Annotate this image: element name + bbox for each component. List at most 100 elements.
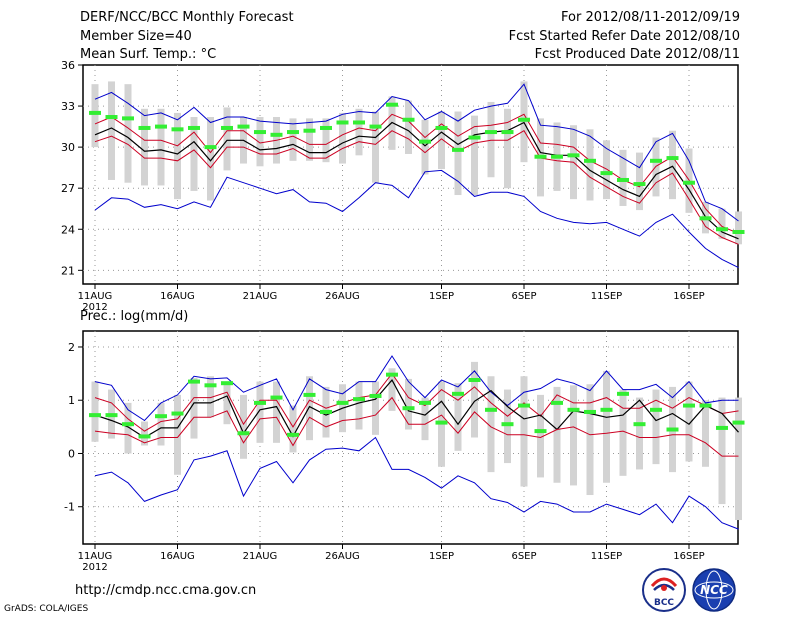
bcc-logo-icon: BCC	[642, 568, 686, 612]
website-url[interactable]: http://cmdp.ncc.cma.gov.cn	[75, 583, 257, 598]
plot-frame	[82, 64, 739, 285]
ensemble-range-bar	[471, 115, 478, 196]
chart-title: DERF/NCC/BCC Monthly Forecast	[80, 10, 294, 25]
series-line-min	[94, 436, 739, 530]
marker-point	[600, 407, 613, 412]
marker-point	[353, 397, 365, 402]
x-tick-label: 1SEP	[429, 551, 454, 562]
marker-point	[650, 407, 662, 412]
ensemble-range-bar	[652, 389, 660, 465]
x-tick-label: 26AUG	[325, 291, 360, 302]
marker-point	[600, 171, 613, 176]
ensemble-range-bar	[256, 381, 264, 443]
ensemble-range-bar	[190, 377, 198, 439]
y-tick-label: 33	[61, 100, 75, 113]
marker-point	[699, 403, 712, 408]
ensemble-range-bar	[487, 376, 495, 473]
y-tick-label: 1	[68, 394, 75, 407]
marker-point	[716, 227, 728, 232]
series-line-std-upper	[94, 113, 739, 234]
marker-point	[666, 156, 679, 161]
ensemble-range-bar	[108, 81, 115, 180]
precip-title: Prec.: log(mm/d)	[80, 309, 188, 324]
x-tick-label: 11AUG	[78, 291, 113, 302]
ensemble-range-bar	[273, 381, 280, 443]
ensemble-range-bar	[405, 378, 412, 430]
marker-point	[402, 117, 415, 122]
ensemble-range-bar	[190, 117, 198, 191]
ensemble-range-bar	[306, 118, 313, 161]
ensemble-range-bar	[454, 111, 462, 196]
x-tick-label: 11SEP	[591, 551, 622, 562]
bcc-logo-text: BCC	[654, 598, 674, 608]
ensemble-range-bar	[124, 402, 132, 454]
ensemble-range-bar	[685, 381, 693, 462]
x-tick-label: 6SEP	[511, 291, 536, 302]
ensemble-range-bar	[735, 397, 742, 521]
ensemble-range-bar	[157, 108, 165, 186]
ensemble-range-bar	[355, 108, 363, 156]
y-tick-label: 36	[61, 59, 75, 72]
marker-point	[155, 124, 167, 129]
ensemble-range-bar	[586, 129, 594, 201]
ensemble-range-bar	[504, 389, 511, 464]
ensemble-range-bar	[174, 394, 181, 475]
bcc-logo: BCC	[640, 568, 688, 612]
marker-point	[468, 135, 481, 140]
marker-point	[518, 403, 530, 408]
ensemble-range-bar	[388, 368, 396, 411]
ensemble-range-bar	[487, 101, 495, 178]
ensemble-range-bar	[553, 386, 561, 483]
marker-point	[501, 130, 514, 135]
ensemble-range-bar	[223, 107, 231, 171]
marker-point	[171, 411, 184, 416]
marker-point	[221, 381, 233, 386]
ensemble-range-bar	[157, 402, 165, 446]
marker-point	[419, 400, 431, 405]
fcst-produced-label: Fcst Produced Date 2012/08/11	[534, 47, 740, 62]
marker-point	[254, 130, 266, 135]
x-tick-label: 16SEP	[673, 551, 704, 562]
marker-point	[89, 110, 101, 115]
marker-point	[303, 128, 316, 133]
x-tick-label: 21AUG	[243, 551, 278, 562]
y-tick-label: 24	[61, 223, 75, 236]
marker-point	[518, 117, 530, 122]
marker-point	[584, 409, 596, 414]
marker-point	[105, 115, 118, 120]
x-tick-label: 26AUG	[325, 551, 360, 562]
marker-point	[402, 406, 415, 411]
marker-point	[155, 414, 167, 419]
ensemble-range-bar	[636, 397, 643, 470]
ensemble-range-bar	[735, 211, 742, 245]
marker-point	[336, 400, 349, 405]
marker-point	[534, 429, 547, 434]
series-line-std-lower	[94, 130, 739, 245]
series-line-max	[94, 355, 739, 422]
marker-point	[369, 393, 382, 398]
ensemble-range-bar	[586, 384, 594, 496]
y-tick-label: 21	[61, 264, 75, 277]
marker-point	[254, 400, 266, 405]
ensemble-range-bar	[240, 394, 247, 459]
ensemble-range-bar	[702, 400, 709, 467]
marker-point	[435, 125, 448, 130]
marker-point	[567, 153, 580, 158]
marker-point	[584, 158, 596, 163]
ensemble-range-bar	[322, 118, 330, 163]
y-tick-label: 0	[68, 447, 75, 460]
marker-point	[716, 425, 728, 430]
y-tick-label: 27	[61, 182, 75, 195]
marker-point	[320, 409, 332, 414]
marker-point	[369, 124, 382, 129]
ensemble-range-bar	[124, 84, 132, 183]
x-tick-label: 11SEP	[591, 291, 622, 302]
marker-point	[666, 427, 679, 432]
forecast-range-label: For 2012/08/11-2012/09/19	[561, 10, 740, 25]
ensemble-range-bar	[141, 421, 148, 446]
ensemble-range-bar	[520, 81, 528, 163]
x-tick-label: 11AUG	[78, 551, 113, 562]
x-tick-label: 16SEP	[673, 291, 704, 302]
marker-point	[287, 130, 299, 135]
ensemble-range-bar	[289, 405, 297, 453]
